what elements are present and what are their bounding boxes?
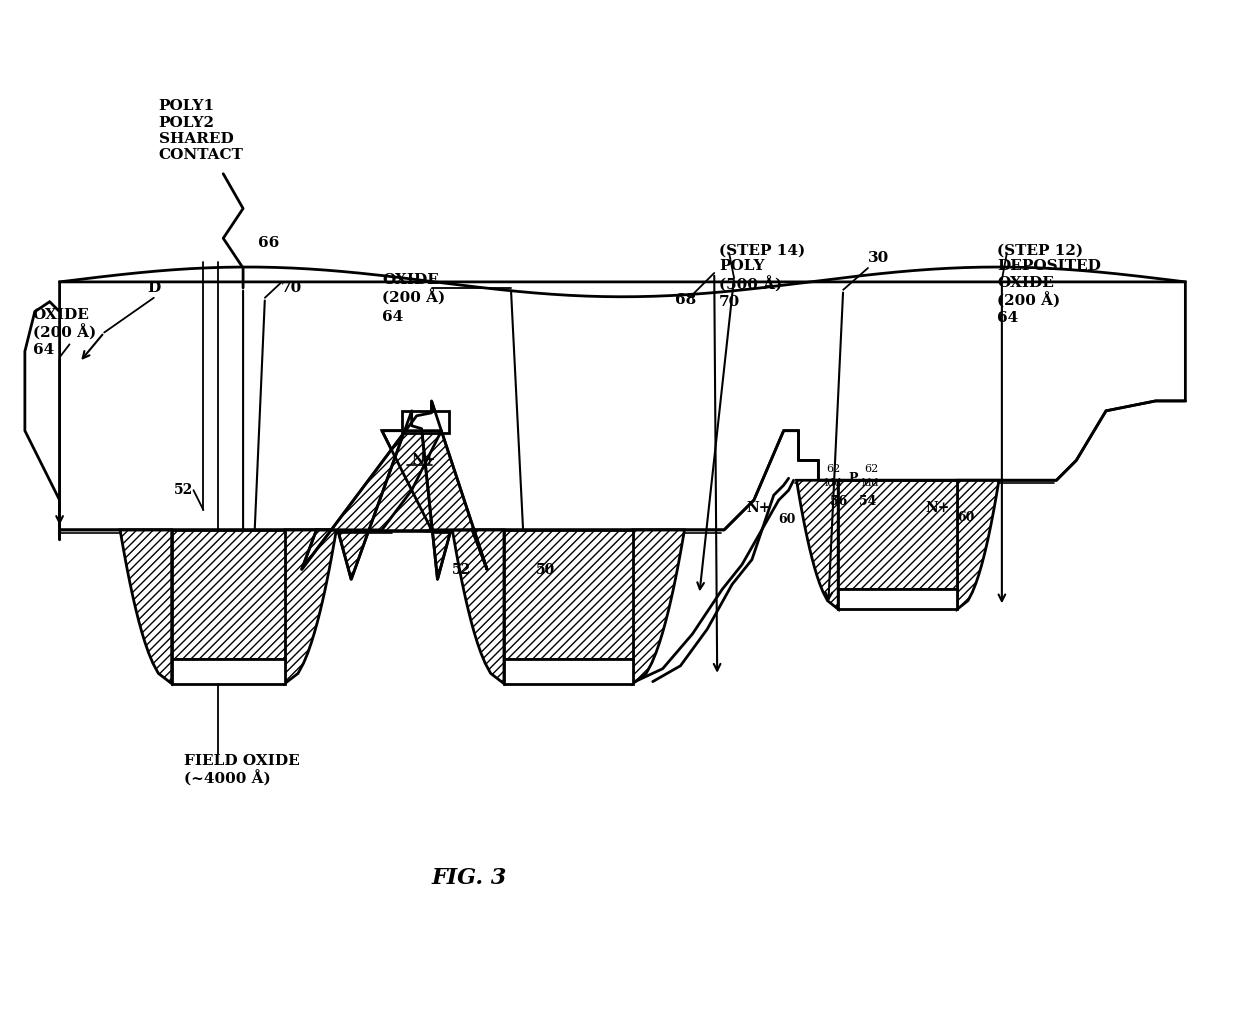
Text: 52: 52 (451, 562, 471, 577)
Text: (STEP 12)
DEPOSITED
OXIDE
(200 Å)
64: (STEP 12) DEPOSITED OXIDE (200 Å) 64 (997, 243, 1101, 324)
Polygon shape (25, 302, 60, 500)
Text: 52: 52 (174, 483, 193, 498)
Polygon shape (285, 529, 336, 683)
Text: P: P (848, 472, 858, 485)
Text: POLY1
POLY2
SHARED
CONTACT: POLY1 POLY2 SHARED CONTACT (159, 100, 243, 162)
Polygon shape (503, 659, 632, 683)
Text: ldd: ldd (825, 478, 842, 488)
Text: N+: N+ (746, 501, 771, 515)
Text: 54: 54 (859, 496, 877, 508)
Polygon shape (838, 480, 957, 589)
Polygon shape (632, 529, 684, 683)
Polygon shape (957, 480, 999, 609)
Text: (STEP 14)
POLY
(500 Å)
70: (STEP 14) POLY (500 Å) 70 (719, 243, 806, 309)
Text: 62: 62 (864, 465, 878, 474)
Text: 68: 68 (675, 292, 696, 307)
Text: N+: N+ (412, 453, 435, 468)
Text: OXIDE
(200 Å): OXIDE (200 Å) (382, 273, 445, 306)
Polygon shape (120, 529, 171, 683)
Polygon shape (171, 529, 285, 659)
Text: 70: 70 (280, 281, 303, 294)
Text: ldd: ldd (862, 478, 879, 488)
Polygon shape (453, 529, 503, 683)
Text: 66: 66 (258, 236, 279, 250)
Text: D: D (148, 281, 160, 294)
Text: OXIDE
(200 Å)
64: OXIDE (200 Å) 64 (32, 308, 95, 357)
Text: N+: N+ (925, 501, 950, 515)
Text: 50: 50 (536, 562, 556, 577)
Polygon shape (838, 589, 957, 609)
Text: 60: 60 (779, 513, 796, 526)
Polygon shape (402, 410, 449, 433)
Text: 62: 62 (826, 465, 841, 474)
Polygon shape (503, 529, 632, 659)
Polygon shape (796, 480, 838, 609)
Text: 56: 56 (830, 496, 847, 508)
Text: 60: 60 (957, 511, 975, 524)
Polygon shape (301, 401, 487, 580)
Text: FIG. 3: FIG. 3 (432, 867, 507, 889)
Polygon shape (60, 282, 1185, 540)
Text: FIELD OXIDE
(~4000 Å): FIELD OXIDE (~4000 Å) (184, 754, 299, 787)
Text: 30: 30 (868, 251, 889, 265)
Text: 64: 64 (382, 310, 403, 323)
Polygon shape (171, 659, 285, 683)
